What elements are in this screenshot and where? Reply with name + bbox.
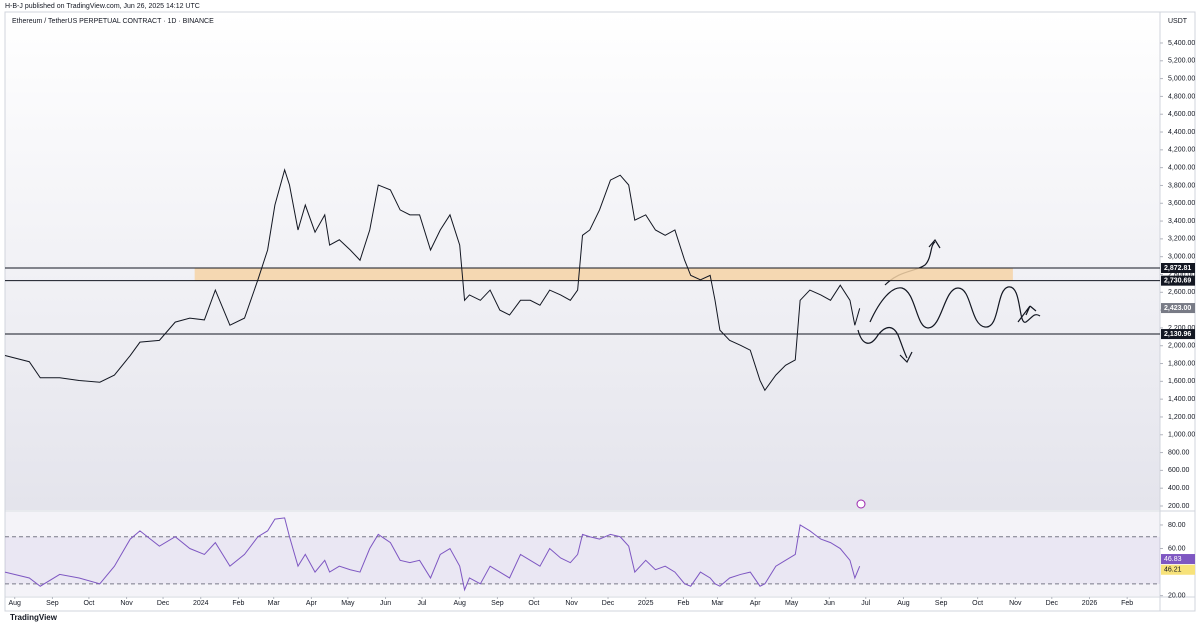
x-tick-label: Oct — [972, 600, 983, 607]
y-tick-label: 4,600.00 — [1168, 111, 1195, 118]
symbol-title: Ethereum / TetherUS PERPETUAL CONTRACT ·… — [12, 18, 214, 25]
y-tick-label: 1,400.00 — [1168, 396, 1195, 403]
event-icon[interactable] — [856, 499, 866, 509]
y-tick-label: 1,000.00 — [1168, 432, 1195, 439]
y-tick-label: 2,600.00 — [1168, 289, 1195, 296]
breakdown-arrow — [899, 351, 913, 364]
y-tick-label: 4,200.00 — [1168, 147, 1195, 154]
x-tick-label: 2026 — [1082, 600, 1098, 607]
x-tick-label: Mar — [711, 600, 724, 607]
x-tick-label: 2025 — [638, 600, 654, 607]
y-tick-label: 60.00 — [1168, 545, 1186, 552]
header: H-B-J published on TradingView.com, Jun … — [5, 3, 200, 10]
y-axis-label: USDT — [1168, 18, 1188, 25]
x-tick-label: Feb — [1121, 600, 1133, 607]
rsi-pane — [5, 512, 1160, 596]
x-tick-label: May — [341, 600, 355, 607]
y-tick-label: 5,400.00 — [1168, 40, 1195, 47]
wave-scenario — [869, 286, 1041, 329]
series-line — [4, 168, 861, 392]
level-label: 2,130.96 — [1164, 331, 1191, 338]
breakdown-scenario — [857, 326, 908, 359]
y-tick-label: 400.00 — [1168, 485, 1190, 492]
drawing — [857, 238, 1041, 364]
y-tick-label: 4,400.00 — [1168, 129, 1195, 136]
rsi-value-label: 46.21 — [1164, 567, 1182, 574]
x-tick-label: Aug — [8, 600, 21, 607]
y-tick-label: 2,200.00 — [1168, 325, 1195, 332]
y-tick-label: 4,000.00 — [1168, 164, 1195, 171]
x-tick-label: Sep — [491, 600, 504, 607]
zone — [194, 268, 1013, 281]
breakout-arrow — [928, 238, 941, 249]
y-tick-label: 1,600.00 — [1168, 378, 1195, 385]
x-tick-label: Oct — [528, 600, 539, 607]
x-tick-label: Aug — [453, 600, 466, 607]
x-tick-label: Aug — [897, 600, 910, 607]
x-tick-label: Jul — [418, 600, 427, 607]
x-tick-label: Nov — [565, 600, 578, 607]
footer-logo: TradingView — [10, 613, 58, 622]
x-tick-label: Oct — [83, 600, 94, 607]
x-tick-label: Mar — [268, 600, 281, 607]
y-tick-label: 1,200.00 — [1168, 414, 1195, 421]
x-tick-label: Feb — [677, 600, 689, 607]
y-tick-label: 1,800.00 — [1168, 360, 1195, 367]
x-tick-label: Dec — [1046, 600, 1059, 607]
y-tick-label: 2,800.00 — [1168, 271, 1195, 278]
x-tick-label: Nov — [1009, 600, 1022, 607]
y-tick-label: 600.00 — [1168, 467, 1190, 474]
x-tick-label: Jun — [380, 600, 391, 607]
y-tick-label: 20.00 — [1168, 592, 1186, 599]
y-tick-label: 200.00 — [1168, 503, 1190, 510]
rsi-value-label: 46.83 — [1164, 556, 1182, 563]
last-price-label: 2,423.00 — [1164, 305, 1191, 312]
x-tick-label: Sep — [935, 600, 948, 607]
level-label: 2,872.81 — [1164, 265, 1191, 272]
last-price-label-box — [1161, 303, 1195, 314]
y-tick-label: 3,400.00 — [1168, 218, 1195, 225]
x-tick-label: Sep — [46, 600, 59, 607]
x-tick-label: Dec — [602, 600, 615, 607]
price-pane — [5, 12, 1160, 510]
y-tick-label: 80.00 — [1168, 522, 1186, 529]
x-tick-label: Dec — [157, 600, 170, 607]
level-label-box — [1161, 263, 1195, 274]
rsi-value-box — [1161, 554, 1195, 565]
y-tick-label: 5,200.00 — [1168, 58, 1195, 65]
y-tick-label: 800.00 — [1168, 449, 1190, 456]
x-tick-label: Apr — [306, 600, 318, 607]
series-line — [4, 517, 861, 592]
rsi-value-box — [1161, 564, 1195, 575]
x-tick-label: Feb — [232, 600, 244, 607]
y-tick-label: 3,200.00 — [1168, 236, 1195, 243]
x-tick-label: Jun — [824, 600, 835, 607]
level-label-box — [1161, 275, 1195, 286]
x-tick-label: 2024 — [193, 600, 209, 607]
wave-arrow — [1017, 305, 1037, 323]
x-tick-label: Jul — [861, 600, 870, 607]
y-tick-label: 3,800.00 — [1168, 182, 1195, 189]
rsi-band-fill — [5, 536, 1160, 584]
y-tick-label: 3,000.00 — [1168, 254, 1195, 261]
y-tick-label: 2,000.00 — [1168, 343, 1195, 350]
x-tick-label: Nov — [120, 600, 133, 607]
y-tick-label: 3,600.00 — [1168, 200, 1195, 207]
level-label: 2,730.69 — [1164, 278, 1191, 285]
x-tick-label: May — [785, 600, 799, 607]
x-tick-label: Apr — [750, 600, 762, 607]
y-tick-label: 4,800.00 — [1168, 93, 1195, 100]
y-tick-label: 5,000.00 — [1168, 75, 1195, 82]
level-label-box — [1161, 329, 1195, 340]
